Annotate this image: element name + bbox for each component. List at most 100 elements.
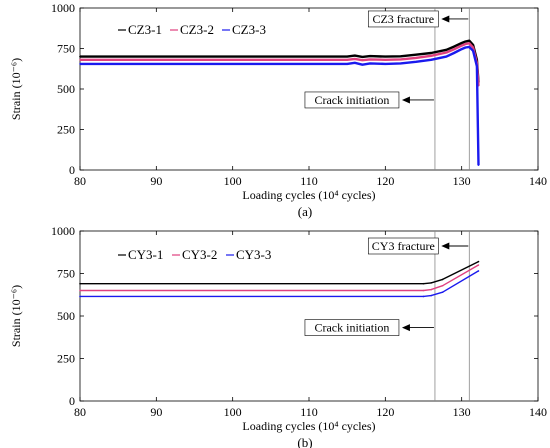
annotation-box (304, 91, 400, 109)
data-point-CZ3-2 (445, 51, 448, 54)
data-point-CY3-3 (441, 291, 444, 294)
data-point-CZ3-1 (399, 55, 402, 58)
data-point-CZ3-1 (468, 39, 471, 42)
y-tick-label: 1000 (51, 1, 75, 15)
data-point-CZ3-3 (361, 63, 364, 66)
y-axis-label: Strain (10⁻⁶) (9, 58, 23, 120)
data-point-CY3-1 (441, 278, 444, 281)
annotation-label: CZ3 fracture (372, 12, 434, 26)
data-point-CZ3-1 (430, 52, 432, 54)
data-point-CZ3-2 (369, 58, 371, 61)
data-point-CZ3-1 (308, 55, 310, 58)
x-tick-label: 120 (376, 405, 394, 419)
data-point-CZ3-1 (445, 48, 448, 51)
y-tick-label: 500 (57, 309, 75, 323)
data-point-CZ3-2 (464, 43, 467, 45)
annotation-label: Crack initiation (314, 321, 389, 335)
y-tick-label: 750 (57, 42, 75, 56)
data-point-CZ3-2 (308, 59, 310, 61)
data-point-CZ3-3 (453, 52, 455, 54)
x-tick-label: 120 (376, 174, 394, 188)
annotation-box (367, 237, 439, 255)
data-point-CZ3-1 (346, 55, 348, 58)
data-point-CZ3-3 (460, 48, 463, 50)
series-line-CZ3-3 (80, 45, 480, 166)
data-point-CZ3-3 (79, 63, 81, 65)
series-line-CZ3-2 (80, 42, 480, 86)
data-point-CZ3-2 (361, 59, 364, 61)
data-point-CY3-2 (422, 289, 425, 292)
data-point-CY3-3 (430, 294, 432, 297)
data-point-CZ3-2 (430, 54, 432, 57)
y-tick-label: 0 (69, 163, 75, 177)
annotation-label: CY3 fracture (372, 239, 435, 253)
x-tick-label: 90 (150, 174, 162, 188)
y-tick-label: 0 (69, 394, 75, 408)
data-point-CY3-2 (441, 284, 444, 287)
data-point-CY3-3 (477, 270, 480, 272)
annotation-arrow-head (441, 15, 450, 23)
y-tick-label: 1000 (51, 224, 75, 238)
x-tick-label: 80 (74, 174, 86, 188)
chart-panel-2: 80 90 100 110 120 130 140 0 250 500 750 1000 Loading… (9, 224, 547, 448)
data-point-CY3-3 (79, 295, 81, 298)
data-point-CZ3-3 (354, 61, 356, 64)
annotation-box (367, 10, 439, 28)
legend-label: CY3-2 (182, 247, 217, 262)
data-point-CZ3-3 (346, 63, 348, 65)
chart-panel-1: 80 90 100 110 120 130 140 0 250 500 750 1000 Loading… (9, 1, 547, 219)
data-point-CZ3-3 (468, 46, 471, 48)
legend-label: CY3-3 (236, 247, 271, 262)
data-point-CZ3-1 (453, 45, 455, 48)
data-point-CZ3-2 (460, 44, 463, 47)
y-tick-label: 500 (57, 82, 75, 96)
annotation-arrow-head (401, 96, 410, 104)
x-tick-label: 100 (224, 174, 242, 188)
x-tick-label: 130 (453, 405, 471, 419)
annotation-arrow-head (401, 324, 410, 332)
annotation-arrow-head (441, 242, 450, 250)
data-point-CZ3-3 (445, 55, 448, 58)
data-point-CY3-1 (79, 282, 81, 285)
data-point-CZ3-2 (354, 58, 356, 60)
series-line-CZ3-1 (80, 39, 480, 83)
data-point-CZ3-3 (369, 62, 371, 65)
data-point-CZ3-1 (369, 55, 371, 57)
data-point-CZ3-2 (346, 59, 348, 61)
x-tick-label: 140 (529, 405, 547, 419)
data-point-CZ3-3 (308, 63, 310, 65)
x-tick-label: 110 (300, 405, 318, 419)
data-point-CZ3-1 (361, 56, 364, 58)
data-point-CZ3-1 (464, 40, 467, 43)
legend-label: CZ3-1 (128, 22, 162, 37)
data-point-CZ3-2 (468, 42, 471, 45)
x-tick-label: 80 (74, 405, 86, 419)
x-tick-label: 90 (150, 405, 162, 419)
legend-label: CZ3-3 (232, 22, 266, 37)
data-point-CY3-2 (79, 289, 81, 292)
data-point-CZ3-2 (453, 48, 455, 51)
annotation-box (304, 319, 400, 336)
data-point-CZ3-3 (477, 164, 480, 166)
x-tick-label: 130 (453, 174, 471, 188)
x-tick-label: 110 (300, 174, 318, 188)
data-point-CZ3-2 (415, 57, 417, 59)
data-point-CZ3-3 (430, 59, 432, 61)
x-tick-label: 140 (529, 174, 547, 188)
series-line-CY3-2 (80, 264, 479, 292)
data-point-CZ3-2 (384, 59, 387, 61)
data-point-CZ3-2 (79, 59, 81, 61)
data-point-CZ3-3 (476, 65, 478, 68)
subfigure-label: (b) (297, 435, 312, 448)
legend-label: CZ3-2 (180, 22, 214, 37)
data-point-CZ3-3 (399, 62, 402, 65)
x-tick-label: 100 (224, 405, 242, 419)
data-point-CY3-1 (422, 282, 425, 285)
legend-label: CY3-1 (128, 247, 163, 262)
data-point-CZ3-1 (415, 53, 417, 56)
data-point-CZ3-3 (415, 60, 417, 63)
data-point-CZ3-2 (472, 46, 474, 49)
x-axis-label: Loading cycles (10⁴ cycles) (242, 188, 375, 202)
data-point-CY3-1 (477, 260, 480, 263)
